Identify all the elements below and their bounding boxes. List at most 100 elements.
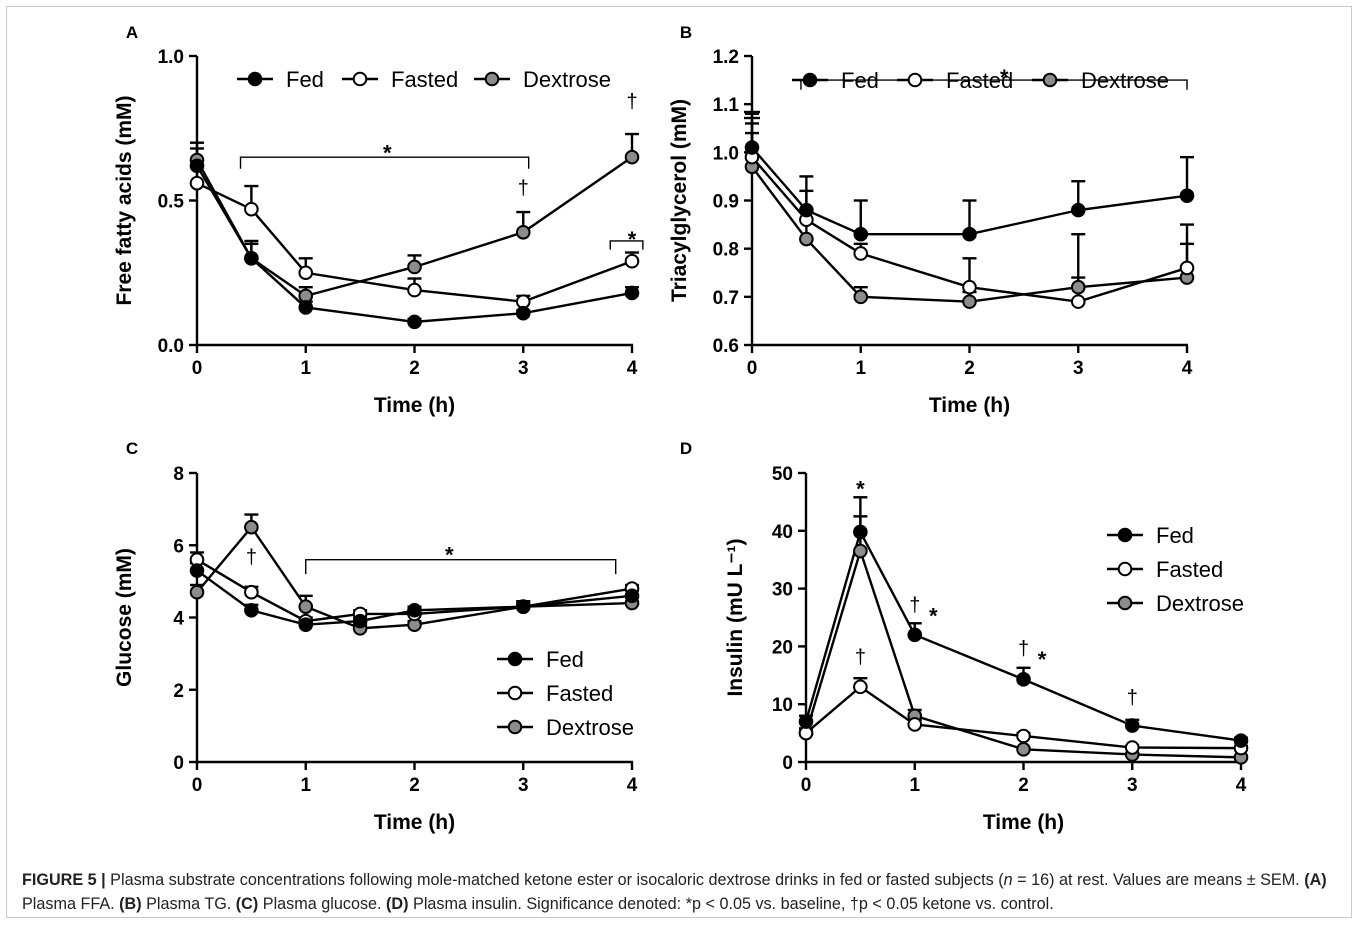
caption-c-text: Plasma glucose. bbox=[258, 895, 387, 913]
panel-b-legend-label-fasted: Fasted bbox=[946, 68, 1013, 93]
panel-b-y-tick-label: 1.0 bbox=[713, 143, 739, 164]
panel-b-y-tick-label: 0.6 bbox=[713, 336, 739, 357]
panel-c-x-label: Time (h) bbox=[374, 811, 455, 834]
panel-b-point-fed bbox=[853, 226, 869, 242]
panel-c-point-fed bbox=[189, 563, 205, 578]
panel-c-dagger-annotation: † bbox=[246, 546, 257, 568]
panel-a-y-label: Free fatty acids (mM) bbox=[113, 95, 136, 305]
panel-a-x-tick-label: 3 bbox=[518, 358, 529, 379]
panel-c-asterisk-annotation: * bbox=[445, 543, 454, 568]
panel-b-x-tick-label: 4 bbox=[1182, 358, 1193, 379]
panel-d-x-tick-label: 4 bbox=[1236, 775, 1247, 796]
caption-c: (C) bbox=[235, 895, 259, 913]
panel-d-point-dextrose bbox=[853, 543, 868, 559]
panel-c-x-tick-label: 1 bbox=[300, 775, 311, 796]
panel-d-dagger-annotation: † bbox=[909, 595, 920, 617]
caption-b: (B) bbox=[119, 895, 142, 913]
panel-d-legend-label-dextrose: Dextrose bbox=[1156, 591, 1244, 616]
panel-a-point-fasted bbox=[407, 282, 422, 298]
panel-b-asterisk-annotation: * bbox=[1000, 65, 1009, 90]
panel-b-point-dextrose bbox=[962, 294, 977, 309]
panel-b-line-fed bbox=[751, 146, 1188, 236]
panel-b-significance-bracket bbox=[800, 79, 1188, 90]
panel-c-y-tick-label: 4 bbox=[173, 609, 184, 630]
panel-a-legend-label-dextrose: Dextrose bbox=[523, 67, 611, 92]
panel-b-y-tick-label: 1.2 bbox=[713, 47, 739, 68]
panel-c-legend-label-dextrose: Dextrose bbox=[546, 715, 634, 740]
panel-b-line-fasted bbox=[751, 156, 1188, 303]
panel-d-point-fed bbox=[1124, 718, 1140, 733]
panel-d-dagger-annotation: † bbox=[1127, 687, 1138, 709]
panel-b-letter: B bbox=[680, 23, 692, 42]
panel-d-point-fed bbox=[1233, 733, 1249, 748]
panel-a-line-fed bbox=[195, 165, 633, 324]
caption-sig-1: *p < 0.05 vs. baseline, bbox=[685, 895, 850, 913]
panel-a-significance-bracket bbox=[609, 240, 644, 250]
panel-c-legend-marker-dextrose bbox=[507, 719, 523, 735]
panel-c-y-tick-label: 6 bbox=[173, 536, 184, 557]
panel-b-y-tick-label: 0.7 bbox=[713, 288, 739, 309]
panel-d-asterisk-annotation: * bbox=[929, 604, 938, 629]
caption-text-1: Plasma substrate concentrations followin… bbox=[105, 871, 1004, 889]
panel-d-point-fasted bbox=[1016, 728, 1031, 744]
panel-c-legend-label-fasted: Fasted bbox=[546, 681, 613, 706]
panel-a-y-tick-label: 0.0 bbox=[158, 336, 184, 357]
panel-d-point-fed bbox=[1016, 672, 1031, 687]
panel-d-legend-label-fasted: Fasted bbox=[1156, 557, 1223, 582]
panel-d-point-dextrose bbox=[1016, 741, 1031, 757]
panel-b-point-fasted bbox=[853, 246, 869, 261]
panel-a-point-fed bbox=[515, 305, 531, 321]
panel-d-x-tick-label: 1 bbox=[909, 775, 920, 796]
panel-d-legend-marker-fasted bbox=[1117, 561, 1133, 577]
panel-c-point-fed bbox=[624, 588, 640, 604]
panel-b-point-fasted bbox=[1179, 260, 1195, 276]
panel-c-point-fed bbox=[515, 599, 531, 614]
caption-n: n bbox=[1003, 871, 1013, 889]
figure-charts: A 0 1 2 3 4 0.0 0.5 1.0 Time (h) Free fatty acids … bbox=[113, 23, 1249, 834]
panel-d-y-tick-label: 50 bbox=[772, 464, 793, 485]
panel-b-legend-label-fed: Fed bbox=[841, 68, 879, 93]
panel-d-dagger-annotation: † bbox=[1018, 638, 1029, 660]
panel-c-x-tick-label: 4 bbox=[627, 775, 638, 796]
panel-a-asterisk-annotation: * bbox=[628, 227, 637, 252]
panel-c-significance-bracket bbox=[305, 559, 617, 575]
panel-c-letter: C bbox=[126, 439, 138, 458]
panel-c-point-fasted bbox=[244, 584, 259, 600]
caption-a: (A) bbox=[1304, 871, 1327, 889]
panel-a-x-tick-label: 0 bbox=[192, 358, 203, 379]
panel-b-point-fed bbox=[1070, 202, 1086, 218]
panel-c-legend-marker-fed bbox=[507, 651, 523, 667]
panel-a-y-tick-label: 1.0 bbox=[158, 47, 184, 68]
panel-a-point-fed bbox=[244, 250, 259, 266]
panel-a-x-label: Time (h) bbox=[374, 394, 455, 417]
panel-d-line-fasted bbox=[805, 685, 1242, 750]
panel-d-dagger-annotation: † bbox=[855, 647, 866, 669]
panel-b-y-tick-label: 0.8 bbox=[713, 240, 739, 261]
panel-b-point-fed bbox=[962, 226, 977, 242]
panel-a-x-tick-label: 1 bbox=[300, 358, 311, 379]
panel-c-point-dextrose bbox=[189, 584, 205, 600]
panel-a-legend-marker-fed bbox=[247, 71, 263, 87]
panel-c-legend-marker-fasted bbox=[507, 685, 523, 701]
panel-a-legend-marker-dextrose bbox=[484, 71, 500, 87]
panel-c-point-dextrose bbox=[298, 599, 314, 614]
panel-c-y-tick-label: 8 bbox=[173, 464, 184, 485]
panel-c-point-fed bbox=[298, 617, 314, 633]
panel-b-x-tick-label: 1 bbox=[855, 358, 866, 379]
panel-b-legend-label-dextrose: Dextrose bbox=[1081, 68, 1169, 93]
caption-sig-2: †p < 0.05 ketone vs. control. bbox=[849, 895, 1054, 913]
panel-a-significance-bracket bbox=[239, 156, 530, 169]
panel-c-point-fed bbox=[407, 602, 422, 618]
panel-a-point-dextrose bbox=[515, 224, 531, 240]
panel-d-x-tick-label: 2 bbox=[1018, 775, 1029, 796]
panel-c-x-tick-label: 0 bbox=[192, 775, 203, 796]
panel-b-y-label: Triacylglycerol (mM) bbox=[668, 99, 691, 302]
panel-b-legend-marker-fasted bbox=[907, 72, 923, 88]
panel-c-y-tick-label: 0 bbox=[173, 753, 184, 774]
panel-d-y-tick-label: 10 bbox=[772, 695, 793, 716]
panel-d-legend-label-fed: Fed bbox=[1156, 523, 1194, 548]
panel-a-point-fasted bbox=[624, 253, 640, 269]
panel-b-point-fasted bbox=[1070, 294, 1086, 309]
figure-frame bbox=[6, 6, 1352, 918]
panel-a-point-dextrose bbox=[624, 149, 640, 165]
